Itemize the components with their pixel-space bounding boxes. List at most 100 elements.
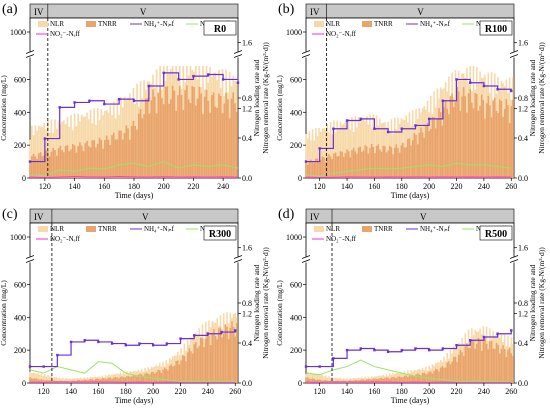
tnrr-bar [316,158,319,178]
tnrr-bar [231,321,233,383]
y-left-tick-label: 0 [22,379,26,388]
tnrr-bar [338,156,340,178]
tnrr-bar [198,86,201,178]
tnrr-bar [81,380,84,383]
nlr-bar [336,378,338,383]
tnrr-bar [431,117,434,178]
nlr-bar [75,378,77,383]
x-tick-label: 120 [314,182,326,191]
tnrr-bar [359,146,361,178]
tnrr-bar [79,142,81,178]
tnrr-bar [310,378,312,383]
tnrr-bar [436,118,439,178]
tnrr-bar [467,348,470,383]
tnrr-bar [418,374,421,383]
phase-bar [29,3,239,19]
tnrr-bar [472,340,475,383]
x-tick-label: 180 [128,182,140,191]
nh4-inf-point [469,339,472,342]
nlr-bar [39,374,41,383]
tnrr-bar [48,156,51,178]
tnrr-bar [362,379,365,383]
tnrr-bar [234,103,236,178]
tnrr-bar [83,379,85,383]
nh4-inf-point [510,329,513,332]
tnrr-bar [489,341,491,383]
x-tick-label: 140 [69,182,81,191]
tnrr-bar [212,92,215,178]
tnrr-bar [461,96,463,178]
tnrr-bar [155,372,158,383]
tnrr-bar [444,367,447,383]
nlr-bar [128,93,131,178]
axis-break-gap [303,256,309,263]
phase-bar [29,208,239,224]
nh4-inf-point [83,339,86,342]
tnrr-bar [141,118,144,178]
reactor-label-box [479,225,513,241]
tnrr-bar [180,360,182,383]
y-right-tick-label: 0.0 [518,174,528,183]
tnrr-bar [123,132,126,178]
x-axis-label: Time (days) [391,396,430,405]
tnrr-bar [143,114,145,178]
tnrr-bar [347,151,350,178]
tnrr-bar [365,146,368,178]
nlr-bar [320,131,322,178]
nh4-inf-point [455,78,458,81]
tnrr-bar [118,130,120,178]
tnrr-bar [448,361,450,383]
tnrr-bar [77,146,79,178]
tnrr-bar [434,368,437,383]
axis-break-mark [509,50,519,54]
nlr-bar [50,375,53,383]
nh4-inf-point [318,147,321,150]
y-right-tick-label: 1.2 [518,310,528,319]
y-left-tick-label: 400 [290,108,302,117]
tnrr-bar [351,150,353,178]
nh4-inf-point [359,117,362,121]
tnrr-bar [186,85,188,178]
tnrr-bar [464,346,467,383]
tnrr-bar [88,379,90,383]
tnrr-bar [167,370,169,383]
nh4-inf-point [124,344,127,347]
nlr-bar [344,121,347,178]
nh4-inf-point [386,130,390,134]
tnrr-bar [503,109,506,178]
nlr-bar [313,373,315,383]
tnrr-bar [498,99,501,178]
y-right-tick-label: 1.6 [518,244,528,253]
tnrr-bar [507,349,509,383]
x-tick-label: 200 [147,387,159,396]
y-right-axis-label: Nitrogen removal rate (Kg-N/(m³·d)) [261,247,270,359]
y-left-tick-label: 200 [290,346,302,355]
nh4-inf-point [207,73,210,76]
tnrr-bar [38,153,40,178]
tnrr-bar [218,93,220,178]
tnrr-bar [439,367,442,383]
tnrr-bar [136,129,138,178]
tnrr-bar [41,156,44,178]
tnrr-bar [170,99,172,178]
tnrr-bar [150,100,153,178]
tnrr-bar [349,157,352,178]
nlr-bar [356,127,358,178]
tnrr-bar [352,147,355,178]
legend-swatch-tnrr [86,226,96,232]
nh4-inf-point [332,357,335,360]
tnrr-bar [89,379,92,383]
tnrr-bar [30,156,33,178]
reactor-label: R100 [485,24,507,35]
tnrr-bar [377,379,380,383]
tnrr-bar [510,353,513,383]
tnrr-bar [492,100,494,178]
phase-label-left: IV [310,7,320,17]
tnrr-bar [70,149,72,178]
tnrr-bar [86,140,88,178]
y-left-axis-label: Concentration (mg/L) [275,75,284,141]
tnrr-bar [195,342,197,383]
tnrr-bar [202,114,204,178]
tnrr-bar [497,113,499,178]
tnrr-bar [129,376,131,383]
